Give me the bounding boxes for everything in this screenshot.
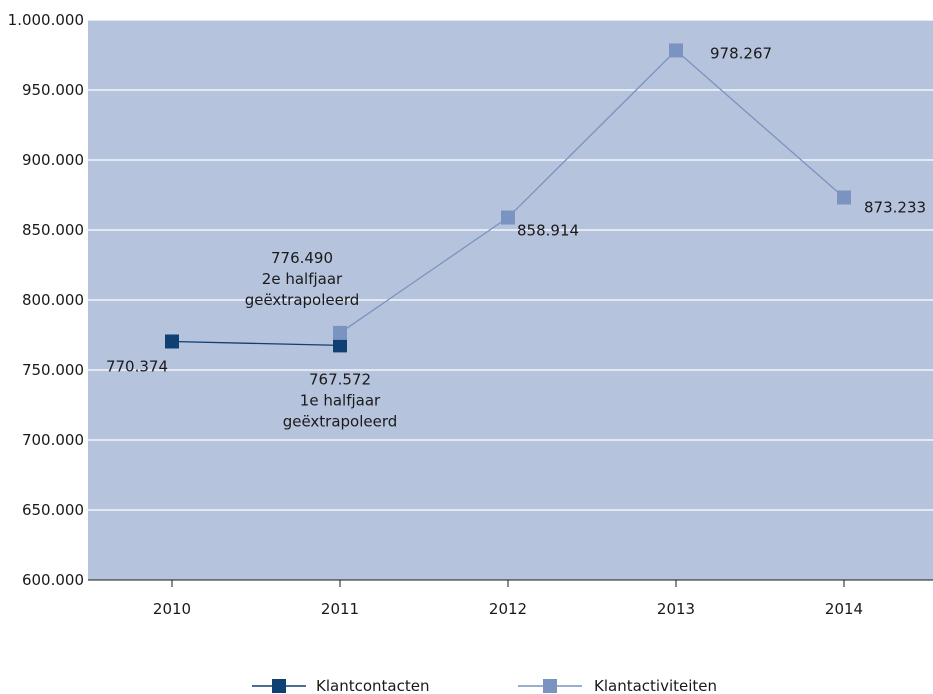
data-label-note: 1e halfjaar bbox=[300, 391, 381, 409]
x-tick-label: 2012 bbox=[489, 600, 527, 618]
data-label: 770.374 bbox=[106, 357, 168, 375]
data-point-marker bbox=[333, 325, 347, 340]
y-tick-label: 800.000 bbox=[22, 291, 84, 309]
data-label: 776.490 bbox=[271, 249, 333, 267]
x-tick-label: 2014 bbox=[825, 600, 863, 618]
legend-label: Klantcontacten bbox=[316, 677, 429, 694]
data-label: 858.914 bbox=[517, 222, 579, 240]
series-line bbox=[339, 49, 845, 334]
data-point-marker bbox=[669, 43, 683, 58]
y-tick-label: 850.000 bbox=[22, 221, 84, 239]
x-tick-label: 2011 bbox=[321, 600, 359, 618]
legend-label: Klantactiviteiten bbox=[594, 677, 717, 694]
data-label: 978.267 bbox=[710, 44, 772, 62]
data-point-marker bbox=[165, 334, 179, 349]
data-point-marker bbox=[837, 190, 851, 205]
data-labels: 770.374 767.572 1e halfjaar geëxtrapoleerd 7… bbox=[106, 44, 926, 430]
axes: 600.000 650.000 700.000 750.000 800.000 850.0… bbox=[8, 11, 933, 618]
data-label: 873.233 bbox=[864, 198, 926, 216]
y-tick-label: 600.000 bbox=[22, 571, 84, 589]
y-tick-label: 750.000 bbox=[22, 361, 84, 379]
series-line bbox=[171, 340, 341, 347]
legend: Klantcontacten Klantactiviteiten bbox=[252, 677, 717, 694]
y-tick-label: 700.000 bbox=[22, 431, 84, 449]
data-label-note: geëxtrapoleerd bbox=[245, 291, 360, 309]
gridlines bbox=[88, 19, 933, 511]
x-tick-label: 2010 bbox=[153, 600, 191, 618]
series-layer bbox=[165, 43, 851, 353]
y-tick-label: 650.000 bbox=[22, 501, 84, 519]
legend-marker bbox=[272, 679, 286, 693]
data-label-note: 2e halfjaar bbox=[262, 270, 343, 288]
legend-marker bbox=[543, 679, 557, 693]
y-tick-label: 950.000 bbox=[22, 81, 84, 99]
y-tick-label: 900.000 bbox=[22, 151, 84, 169]
x-tick-label: 2013 bbox=[657, 600, 695, 618]
data-point-marker bbox=[333, 338, 347, 353]
data-label-note: geëxtrapoleerd bbox=[283, 412, 398, 430]
y-tick-label: 1.000.000 bbox=[8, 11, 84, 29]
data-label: 767.572 bbox=[309, 370, 371, 388]
data-point-marker bbox=[501, 210, 515, 225]
